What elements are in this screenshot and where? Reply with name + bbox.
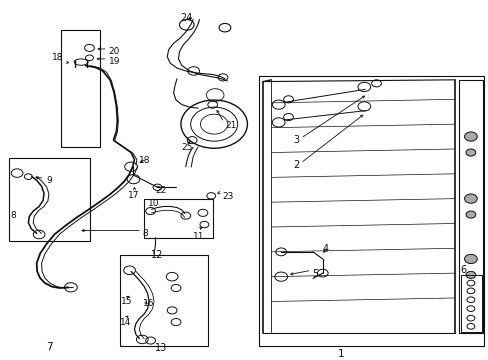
- Text: 12: 12: [150, 251, 163, 260]
- Text: 18: 18: [52, 53, 64, 62]
- Text: 19: 19: [108, 57, 120, 66]
- Text: 3: 3: [293, 135, 299, 145]
- Text: 1: 1: [337, 349, 344, 359]
- Text: 8: 8: [11, 211, 17, 220]
- Text: 17: 17: [128, 191, 140, 200]
- Text: 6: 6: [460, 265, 466, 275]
- Text: 23: 23: [222, 192, 233, 201]
- Text: 16: 16: [142, 299, 154, 308]
- Bar: [460, 275, 481, 332]
- Text: 20: 20: [108, 47, 120, 56]
- Bar: [120, 255, 207, 346]
- Text: 2: 2: [293, 159, 299, 170]
- Text: 5: 5: [311, 269, 318, 279]
- Text: 18: 18: [139, 156, 151, 165]
- Bar: [458, 80, 482, 333]
- Text: 21: 21: [224, 121, 236, 130]
- Circle shape: [464, 254, 476, 264]
- Text: 11: 11: [193, 231, 204, 240]
- Circle shape: [464, 132, 476, 141]
- Text: 14: 14: [120, 318, 131, 327]
- Bar: [259, 76, 483, 346]
- Text: 24: 24: [180, 13, 192, 23]
- Circle shape: [465, 211, 475, 218]
- Ellipse shape: [74, 59, 88, 65]
- Bar: [144, 199, 212, 238]
- Text: 13: 13: [154, 343, 166, 354]
- Text: 4: 4: [322, 244, 328, 254]
- Text: 10: 10: [147, 199, 159, 208]
- Text: 9: 9: [46, 176, 52, 185]
- Circle shape: [465, 149, 475, 156]
- Circle shape: [464, 194, 476, 203]
- Circle shape: [465, 271, 475, 278]
- Bar: [61, 30, 100, 147]
- Bar: [9, 158, 90, 241]
- Text: 8: 8: [142, 229, 148, 238]
- Text: 22: 22: [155, 185, 166, 194]
- Text: 7: 7: [46, 342, 53, 352]
- Text: 25: 25: [181, 143, 192, 152]
- Text: 15: 15: [121, 297, 133, 306]
